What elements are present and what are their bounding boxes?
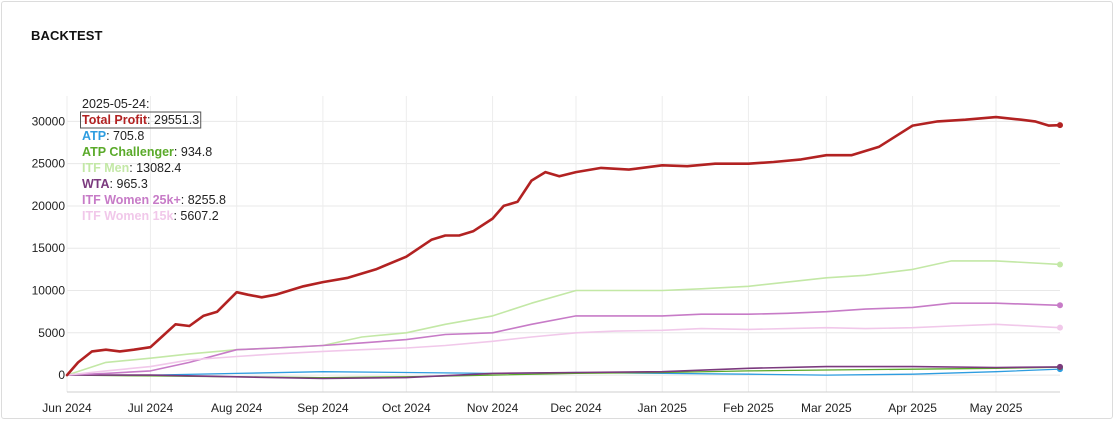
- series-line-wta: [66, 365, 1061, 380]
- x-tick-label: Jan 2025: [638, 401, 688, 415]
- legend-entry-itf-men: ITF Men: 13082.4: [82, 161, 181, 175]
- series-end-marker-total-profit: [1057, 122, 1063, 129]
- legend-series-name: ATP Challenger: [82, 145, 174, 159]
- x-tick-label: Apr 2025: [888, 401, 937, 415]
- legend-series-value: : 8255.8: [181, 193, 226, 207]
- x-tick-label: Feb 2025: [723, 401, 774, 415]
- legend-series-name: WTA: [82, 177, 110, 191]
- legend-series-name: ATP: [82, 129, 106, 143]
- legend-series-name: ITF Men: [82, 161, 129, 175]
- x-tick-label: Jun 2024: [42, 401, 92, 415]
- legend-entry-wta: WTA: 965.3: [82, 177, 148, 191]
- legend-series-name: ITF Women 25k+: [82, 193, 181, 207]
- legend-series-name: ITF Women 15k: [82, 209, 174, 223]
- legend-series-name: Total Profit: [82, 113, 148, 127]
- legend-series-value: : 13082.4: [129, 161, 181, 175]
- legend-entry-atp-challenger: ATP Challenger: 934.8: [82, 145, 212, 159]
- legend-series-value: : 5607.2: [173, 209, 218, 223]
- legend-entry-atp: ATP: 705.8: [82, 129, 144, 143]
- chart-axes: 0 5000 10000 15000 20000 25000 30000 Jun 2024 Ju…: [32, 114, 1060, 415]
- legend-entry-itf-women-15k: ITF Women 15k: 5607.2: [82, 209, 219, 223]
- legend-series-value: : 965.3: [110, 177, 148, 191]
- chart-series-layer: [65, 115, 1063, 380]
- y-tick-label: 10000: [32, 284, 66, 298]
- legend-entry-total-profit: Total Profit: 29551.3: [82, 113, 199, 127]
- legend-entry-itf-women-25k-: ITF Women 25k+: 8255.8: [82, 193, 226, 207]
- y-tick-label: 0: [58, 368, 65, 382]
- legend-highlight-box: [80, 111, 202, 129]
- legend-date: 2025-05-24:: [82, 97, 149, 111]
- legend-series-value: : 934.8: [174, 145, 212, 159]
- y-tick-label: 30000: [32, 114, 66, 128]
- x-tick-label: Sep 2024: [297, 401, 349, 415]
- x-tick-label: Aug 2024: [211, 401, 263, 415]
- x-tick-label: Nov 2024: [467, 401, 519, 415]
- panel-title: BACKTEST: [31, 28, 103, 43]
- legend-series-value: : 29551.3: [147, 113, 199, 127]
- y-tick-label: 15000: [32, 241, 66, 255]
- series-end-marker-itf-women-15k: [1057, 324, 1063, 331]
- y-tick-label: 20000: [32, 199, 66, 213]
- series-end-marker-wta: [1057, 363, 1063, 370]
- chart-grid: [66, 96, 1060, 392]
- series-end-marker-itf-men: [1057, 261, 1063, 268]
- x-tick-label: Mar 2025: [801, 401, 852, 415]
- series-line-itf-men: [66, 260, 1061, 376]
- series-end-marker-itf-women-25k-: [1057, 302, 1063, 309]
- series-line-itf-women-15k: [66, 323, 1061, 376]
- y-tick-label: 25000: [32, 157, 66, 171]
- x-tick-label: May 2025: [970, 401, 1023, 415]
- x-tick-label: Jul 2024: [128, 401, 174, 415]
- x-tick-label: Oct 2024: [382, 401, 431, 415]
- legend-series-value: : 705.8: [106, 129, 144, 143]
- series-line-itf-women-25k-: [66, 302, 1061, 376]
- series-line-total-profit: [65, 115, 1062, 377]
- x-tick-label: Dec 2024: [550, 401, 602, 415]
- y-tick-label: 5000: [38, 326, 65, 340]
